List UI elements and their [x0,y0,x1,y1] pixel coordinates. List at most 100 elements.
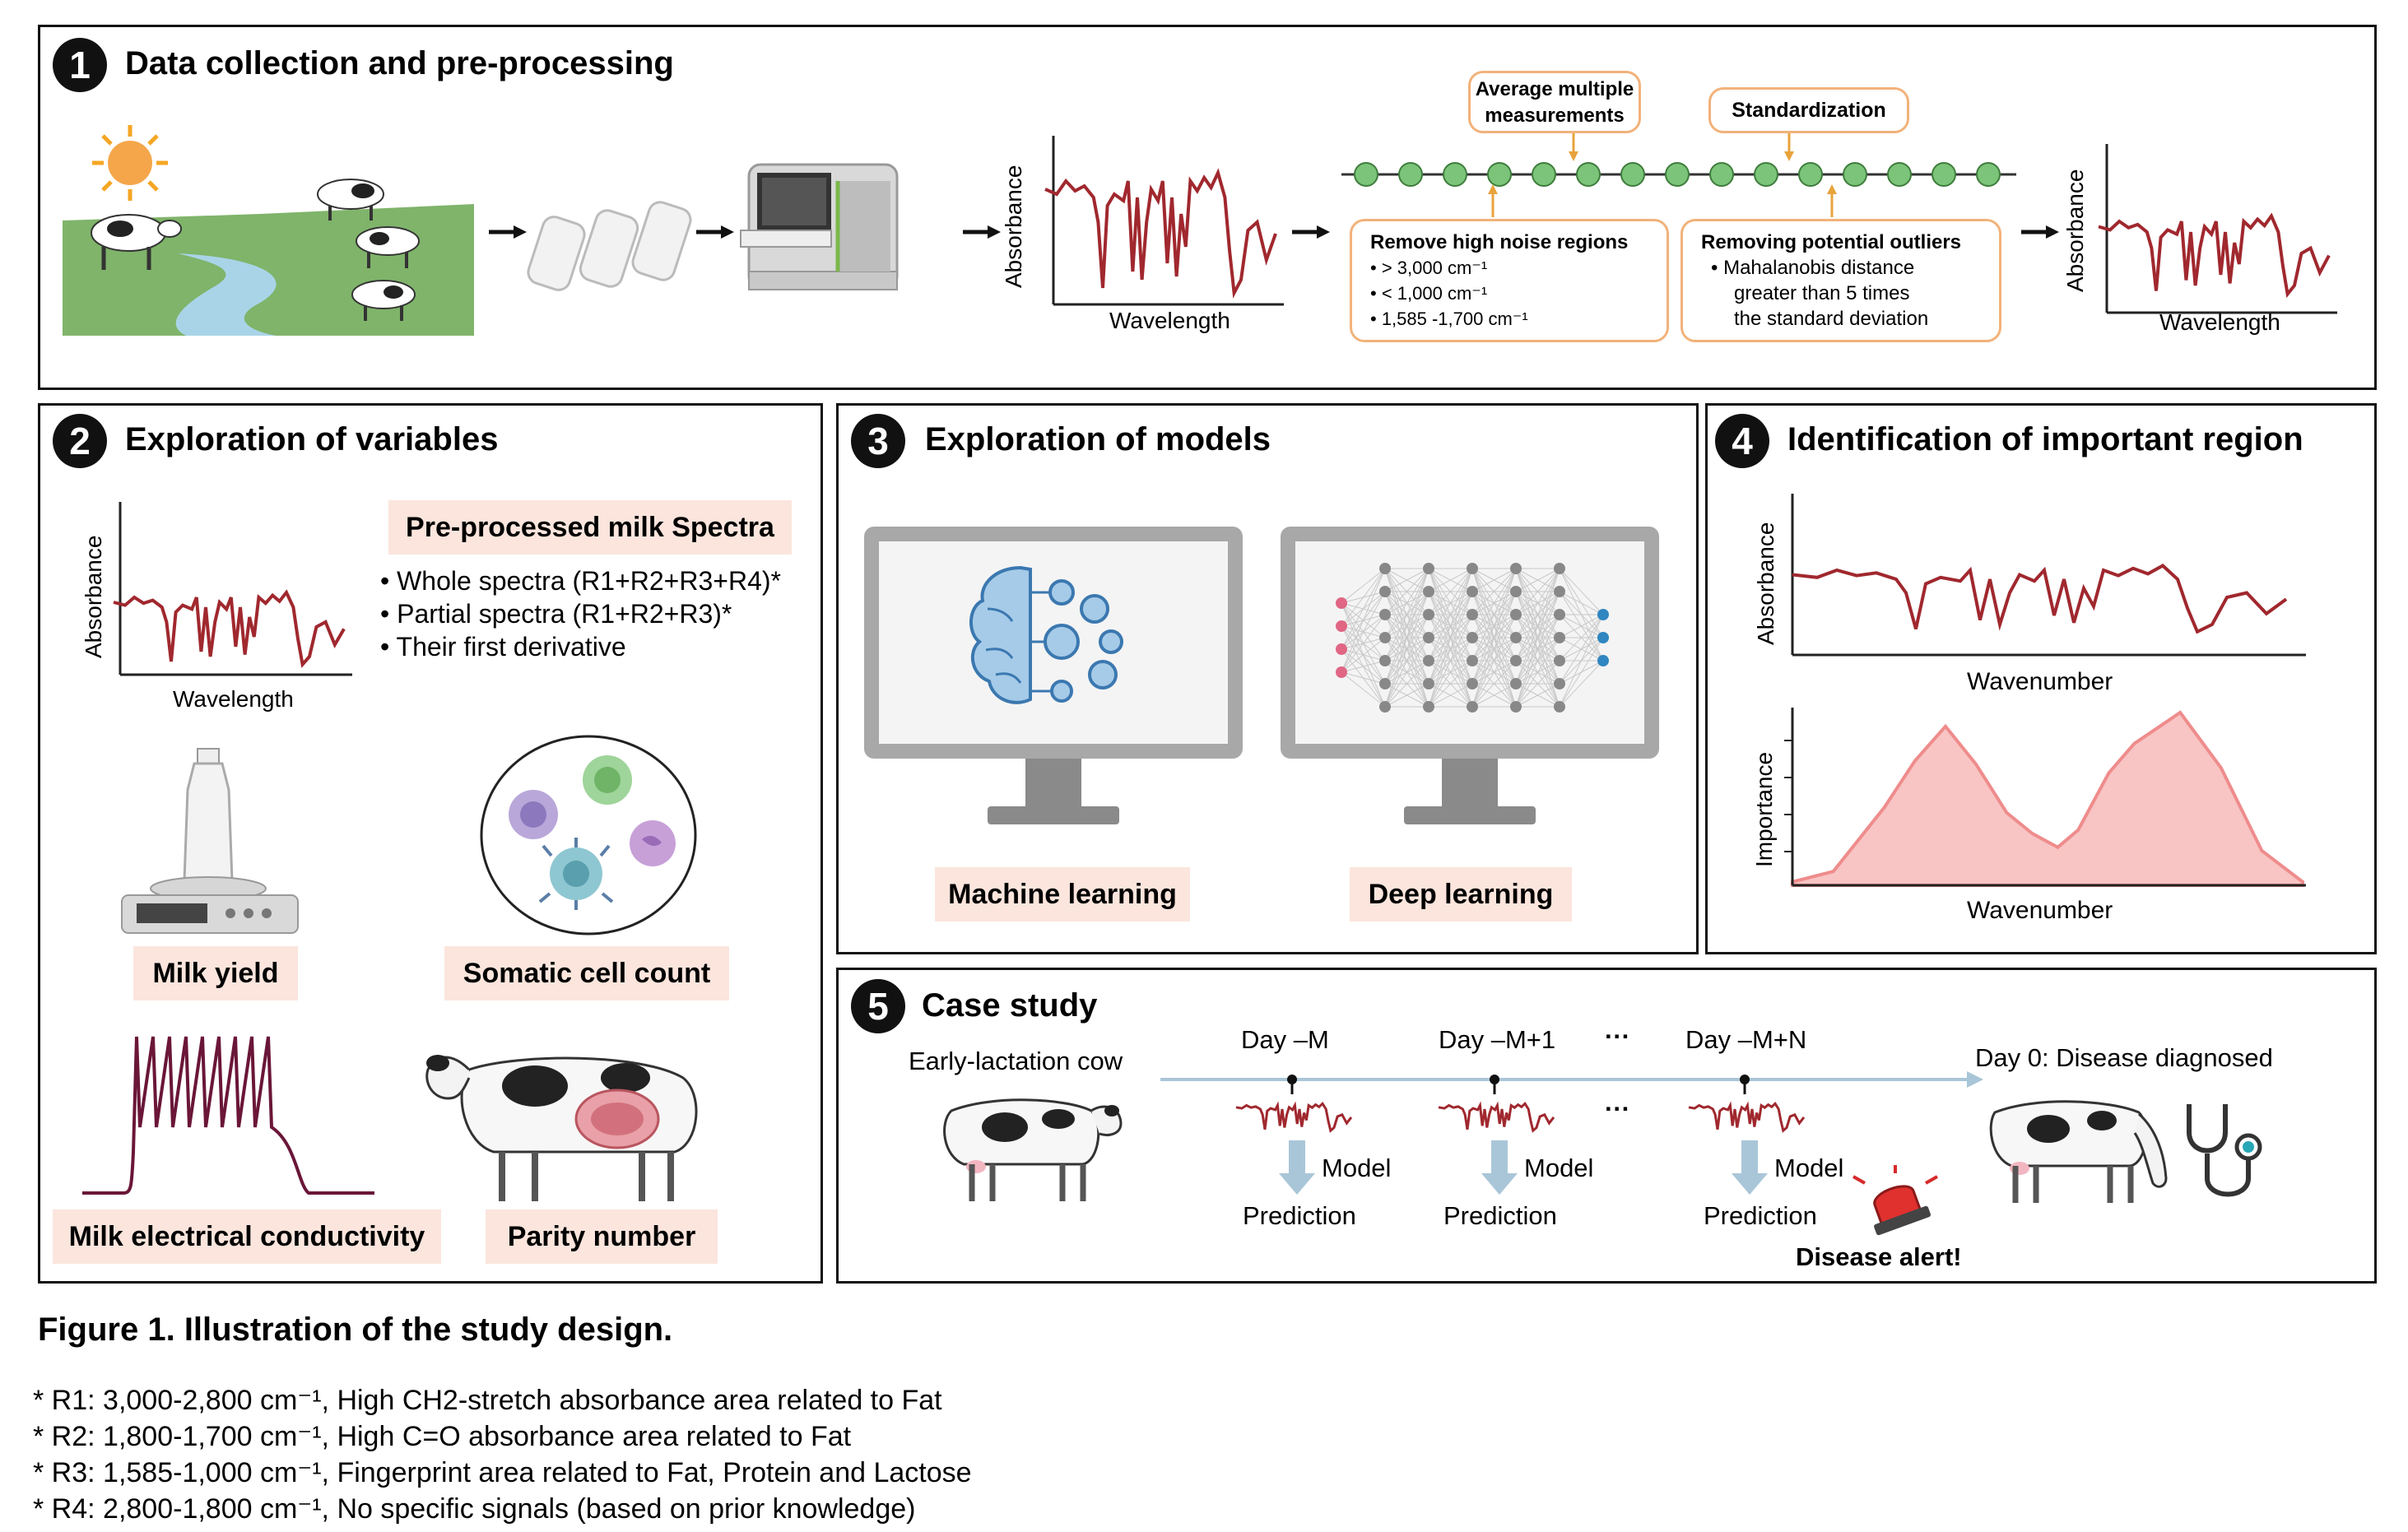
nn-node [1467,563,1478,574]
nn-node [1336,666,1347,678]
average-label-line2: measurements [1485,104,1625,127]
nn-node [1379,586,1391,597]
nn-node [1597,632,1609,643]
p1-plot2-ylabel: Absorbance [2062,169,2088,292]
nn-node [1554,586,1565,597]
p4-plot1-axes [1791,494,2306,657]
arrow-4 [1292,225,1330,239]
timepoint-spectrum-3 [1688,1075,1806,1133]
conductivity-trace [82,1036,374,1195]
nn-node [1379,678,1391,689]
measurement-dot [1576,162,1601,187]
dl-label: Deep learning [1368,879,1554,910]
measurement-dot [1665,162,1690,187]
nn-node [1597,655,1609,666]
noise-item: • 1,585 -1,700 cm⁻¹ [1370,309,1528,329]
noise-item: • < 1,000 cm⁻¹ [1370,283,1488,304]
measurement-dot [1798,162,1823,187]
panel-title-3: Exploration of models [925,421,1271,457]
p1-plot1-spectrum [1044,168,1277,299]
nn-node [1379,701,1391,713]
scale-icon [121,748,299,934]
timepoint-spectrum-2 [1438,1075,1555,1133]
nn-node [1510,655,1522,666]
outliers-line: greater than 5 times [1734,282,1910,304]
timepoint-spectrum-1 [1235,1075,1353,1133]
measurement-dot [1398,162,1423,187]
p1-plot1-ylabel: Absorbance [1001,165,1026,288]
arrow-1 [489,225,527,239]
measurement-dot [1443,162,1467,187]
panel-title-2: Exploration of variables [125,421,499,457]
footnote: * R1: 3,000-2,800 cm⁻¹, High CH2-stretch… [33,1385,942,1416]
nn-node [1423,609,1434,620]
panel-number-5: 5 [851,979,905,1033]
footnote: * R4: 2,800-1,800 cm⁻¹, No specific sign… [33,1493,916,1525]
mini-spectrum [1688,1101,1806,1133]
p2-plot-xlabel: Wavelength [173,686,294,712]
standardization-box: Standardization [1708,87,1909,133]
nn-node [1467,632,1478,643]
day-label: Day –M+1 [1439,1025,1556,1054]
panel-number-2: 2 [53,414,107,468]
cow-icon [1989,1100,2168,1203]
measurement-chain [1341,162,2016,187]
timeline-ellipsis: ··· [1605,1022,1630,1051]
noise-arrow [1488,184,1498,217]
p4-importance-plot [1784,708,2306,887]
nn-node [1554,632,1565,643]
outliers-line: • Mahalanobis distance [1711,257,1915,279]
ml-label: Machine learning [948,879,1177,910]
average-measurements-box: Average multiple measurements [1468,71,1641,133]
remove-outliers-box: Removing potential outliers • Mahalanobi… [1680,219,2001,342]
measurement-dot [1620,162,1645,187]
p2-spectrum [113,589,346,669]
nn-node [1423,701,1434,713]
p1-plot1-xlabel: Wavelength [1109,308,1230,333]
nn-node [1336,643,1347,655]
model-label: Model [1774,1154,1844,1182]
p4-spectrum [1792,564,2288,634]
arrow-3 [963,225,1001,239]
p4-plot2-ylabel: Importance [1751,751,1777,867]
nn-node [1510,678,1522,689]
nn-node [1597,609,1609,620]
p4-plot1-xlabel: Wavenumber [1967,668,2113,695]
spectrometer-icon [740,163,899,290]
brain-gears-icon [969,565,1123,704]
outlier-arrow [1827,184,1837,217]
nn-node [1423,678,1434,689]
spectra-item: • Partial spectra (R1+R2+R3)* [380,599,732,629]
prediction-label: Prediction [1443,1201,1557,1230]
nn-node [1467,655,1478,666]
panel-number-3: 3 [851,414,905,468]
nn-node [1379,632,1391,643]
importance-area [1791,710,2304,887]
footnote: * R3: 1,585-1,000 cm⁻¹, Fingerprint area… [33,1457,972,1488]
disease-alert-label: Disease alert! [1796,1242,1962,1271]
panel-number-1: 1 [53,38,107,92]
model-label: Model [1524,1154,1594,1182]
p1-plot2-axes [2098,144,2337,314]
p2-plot-axes [113,502,352,676]
cow-icon [425,1055,698,1201]
nn-node [1510,563,1522,574]
nn-node [1336,597,1347,609]
nn-node [1379,655,1391,666]
arrow-5 [2021,225,2059,239]
day-label: Day –M+N [1685,1025,1807,1054]
measurement-dot [1487,162,1512,187]
footnote: * R2: 1,800-1,700 cm⁻¹, High C=O absorba… [33,1421,852,1452]
nn-node [1423,563,1434,574]
nn-node [1510,586,1522,597]
nn-node [1467,586,1478,597]
pasture-icon [63,179,474,336]
average-arrow [1569,133,1578,161]
milk-bottles-icon [527,201,692,291]
mini-spectrum [1438,1101,1555,1133]
panel-title-4: Identification of important region [1787,421,2303,457]
scc-label: Somatic cell count [463,958,711,989]
noise-item: • > 3,000 cm⁻¹ [1370,258,1488,278]
measurement-dot [1354,162,1378,187]
nn-node [1423,655,1434,666]
